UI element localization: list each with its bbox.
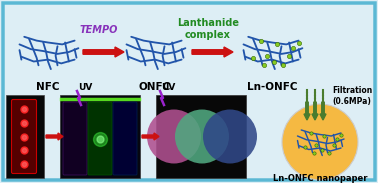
Text: NFC: NFC xyxy=(36,82,60,92)
FancyArrow shape xyxy=(304,102,310,120)
Bar xyxy=(60,95,140,178)
FancyArrow shape xyxy=(320,102,326,120)
Text: Filtration
(0.6MPa): Filtration (0.6MPa) xyxy=(332,86,372,106)
Text: ONFC: ONFC xyxy=(139,82,171,92)
Text: UV: UV xyxy=(78,83,92,92)
FancyBboxPatch shape xyxy=(88,102,112,175)
Bar xyxy=(6,95,44,178)
FancyBboxPatch shape xyxy=(113,102,137,175)
Circle shape xyxy=(175,109,229,163)
Circle shape xyxy=(282,104,358,180)
Text: Ln-ONFC: Ln-ONFC xyxy=(247,82,297,92)
FancyArrow shape xyxy=(83,47,124,57)
FancyArrow shape xyxy=(312,102,318,120)
Text: UV: UV xyxy=(161,83,175,92)
FancyBboxPatch shape xyxy=(11,100,37,173)
Circle shape xyxy=(147,109,201,163)
Text: Ln-ONFC nanopaper: Ln-ONFC nanopaper xyxy=(273,174,367,183)
FancyArrow shape xyxy=(46,133,63,140)
Circle shape xyxy=(203,109,257,163)
FancyArrow shape xyxy=(142,133,159,140)
FancyBboxPatch shape xyxy=(3,3,375,180)
FancyBboxPatch shape xyxy=(63,102,87,175)
Text: TEMPO: TEMPO xyxy=(80,25,118,35)
Text: Lanthanide
complex: Lanthanide complex xyxy=(177,18,239,40)
Bar xyxy=(156,95,246,178)
FancyArrow shape xyxy=(192,47,233,57)
